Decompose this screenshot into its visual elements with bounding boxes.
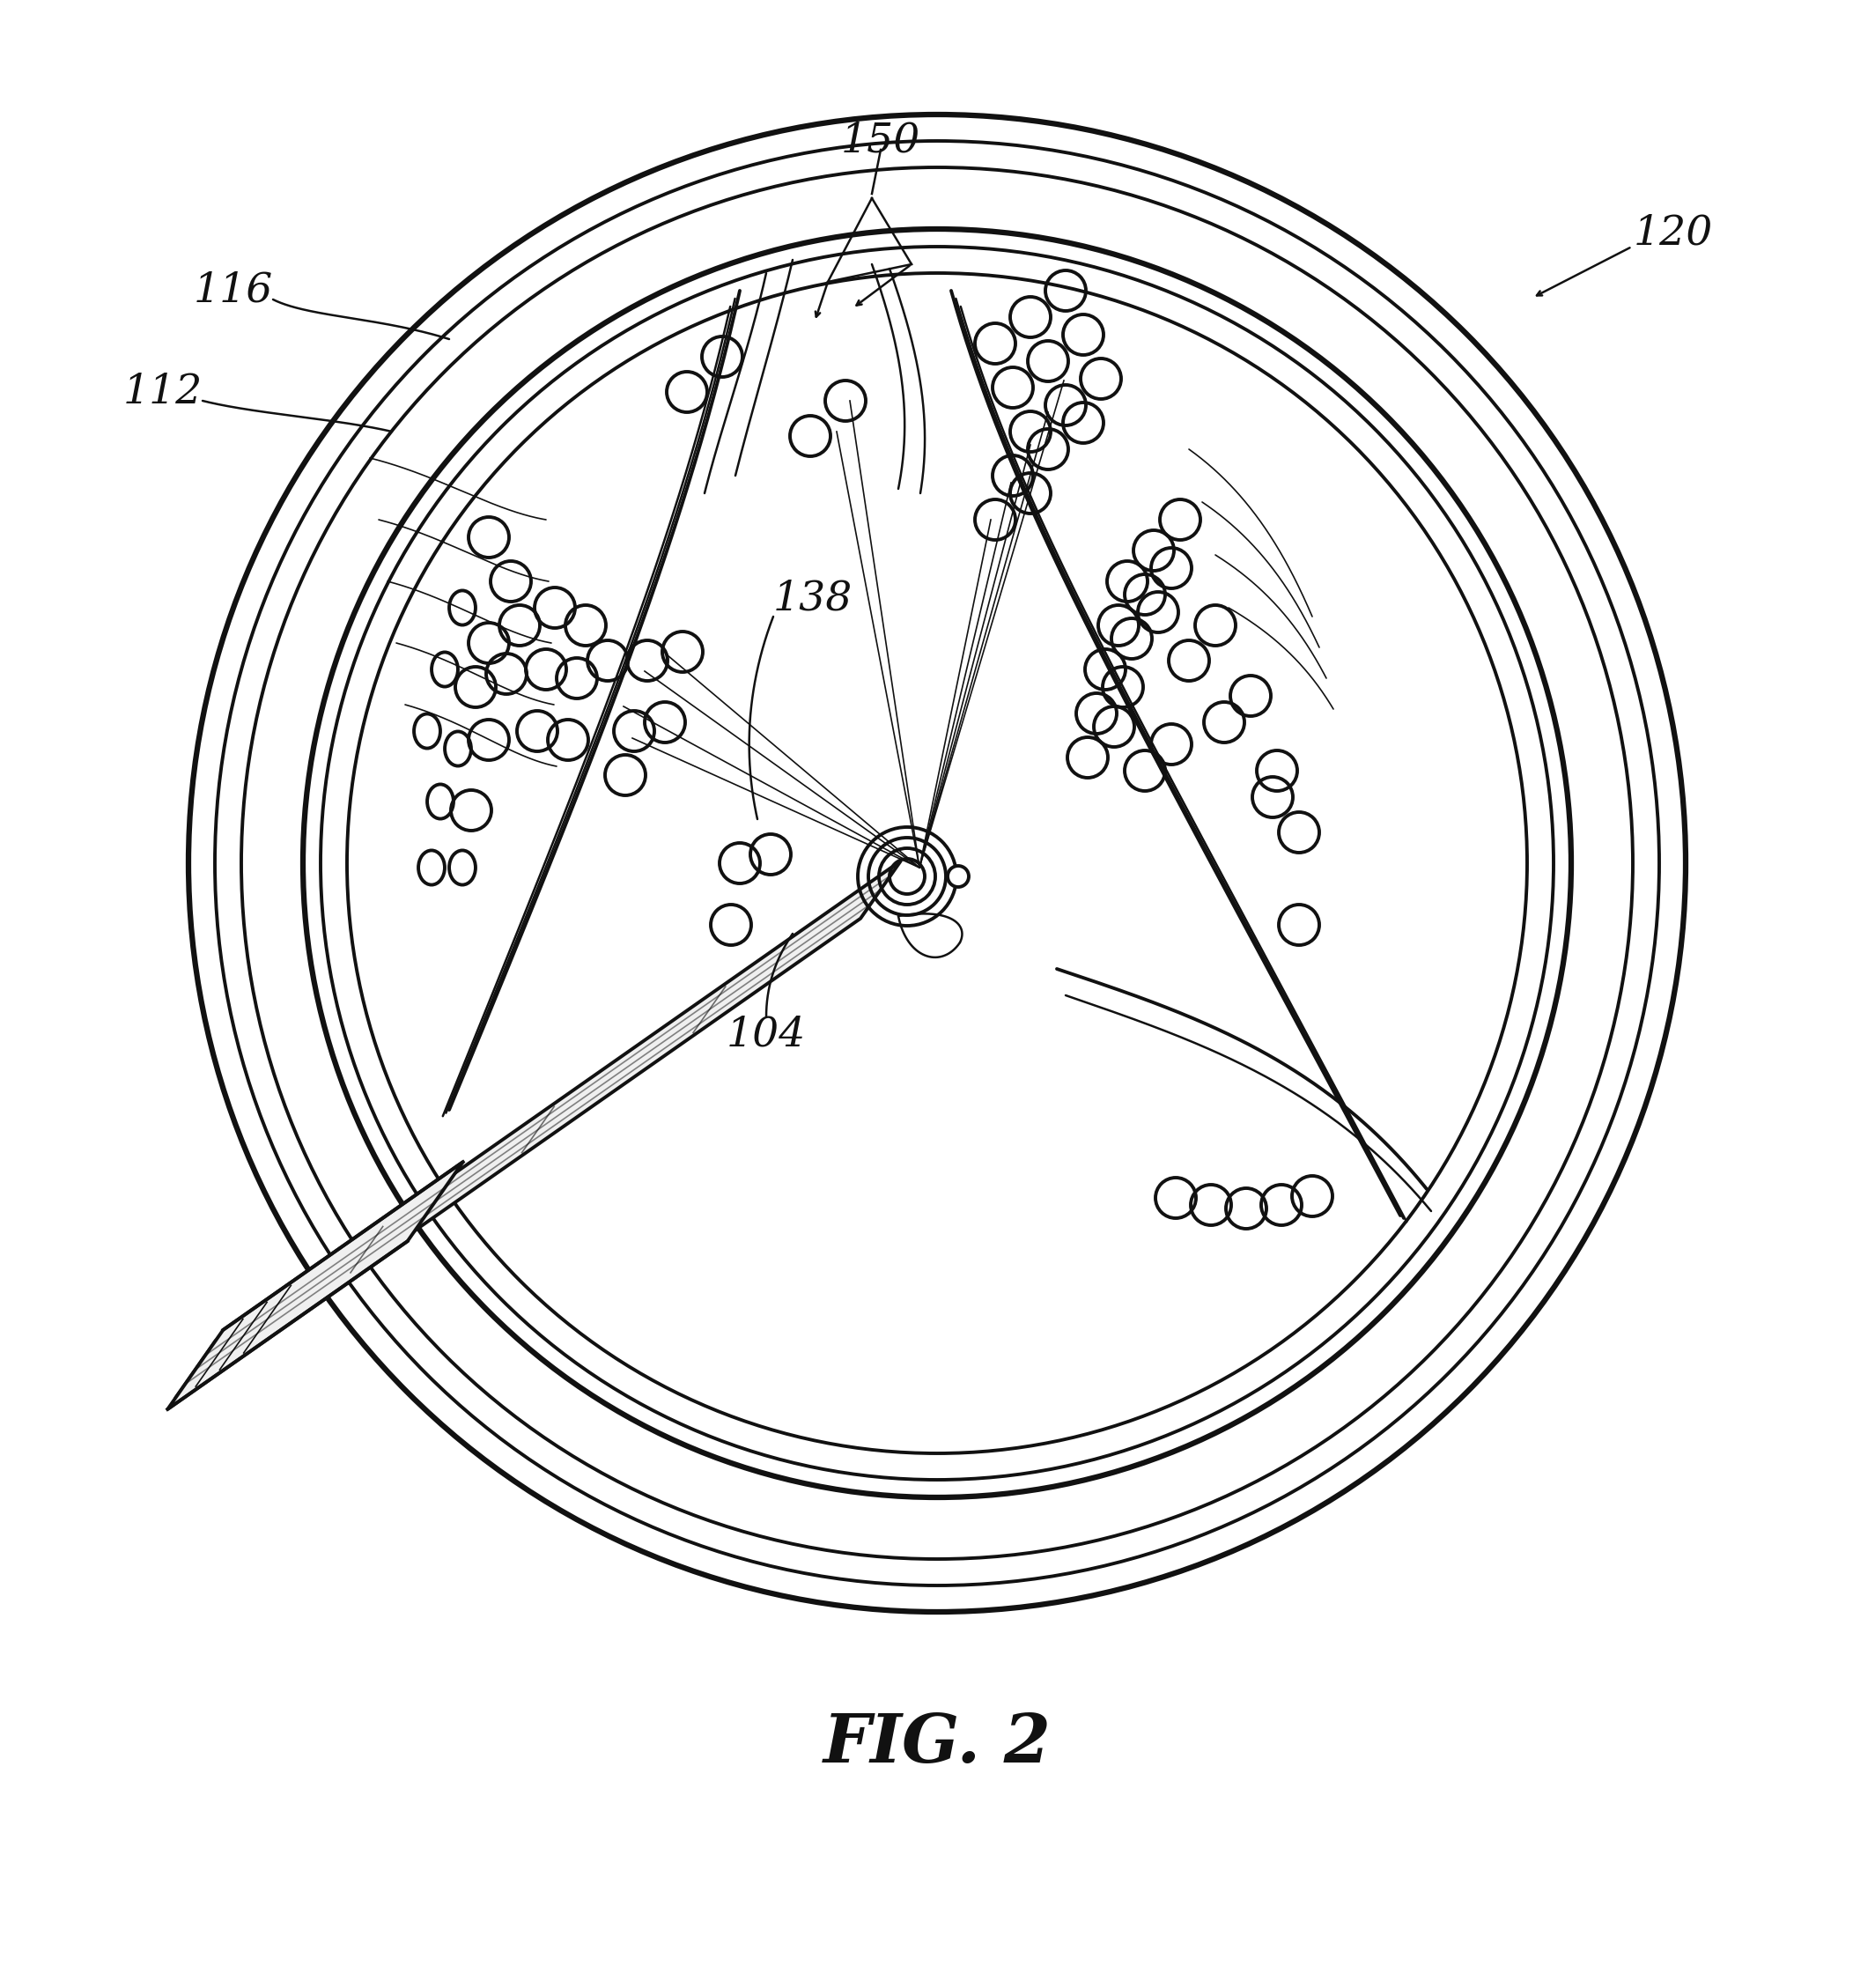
Text: 112: 112 [124, 372, 202, 412]
Circle shape [947, 867, 969, 887]
Text: 120: 120 [1633, 213, 1714, 252]
Text: FIG. 2: FIG. 2 [823, 1712, 1052, 1777]
Text: 104: 104 [726, 1016, 806, 1056]
Text: 116: 116 [193, 270, 274, 310]
Circle shape [347, 272, 1526, 1453]
Polygon shape [174, 861, 900, 1398]
Polygon shape [167, 1161, 463, 1409]
Text: 138: 138 [772, 579, 853, 618]
Text: 150: 150 [840, 121, 921, 161]
